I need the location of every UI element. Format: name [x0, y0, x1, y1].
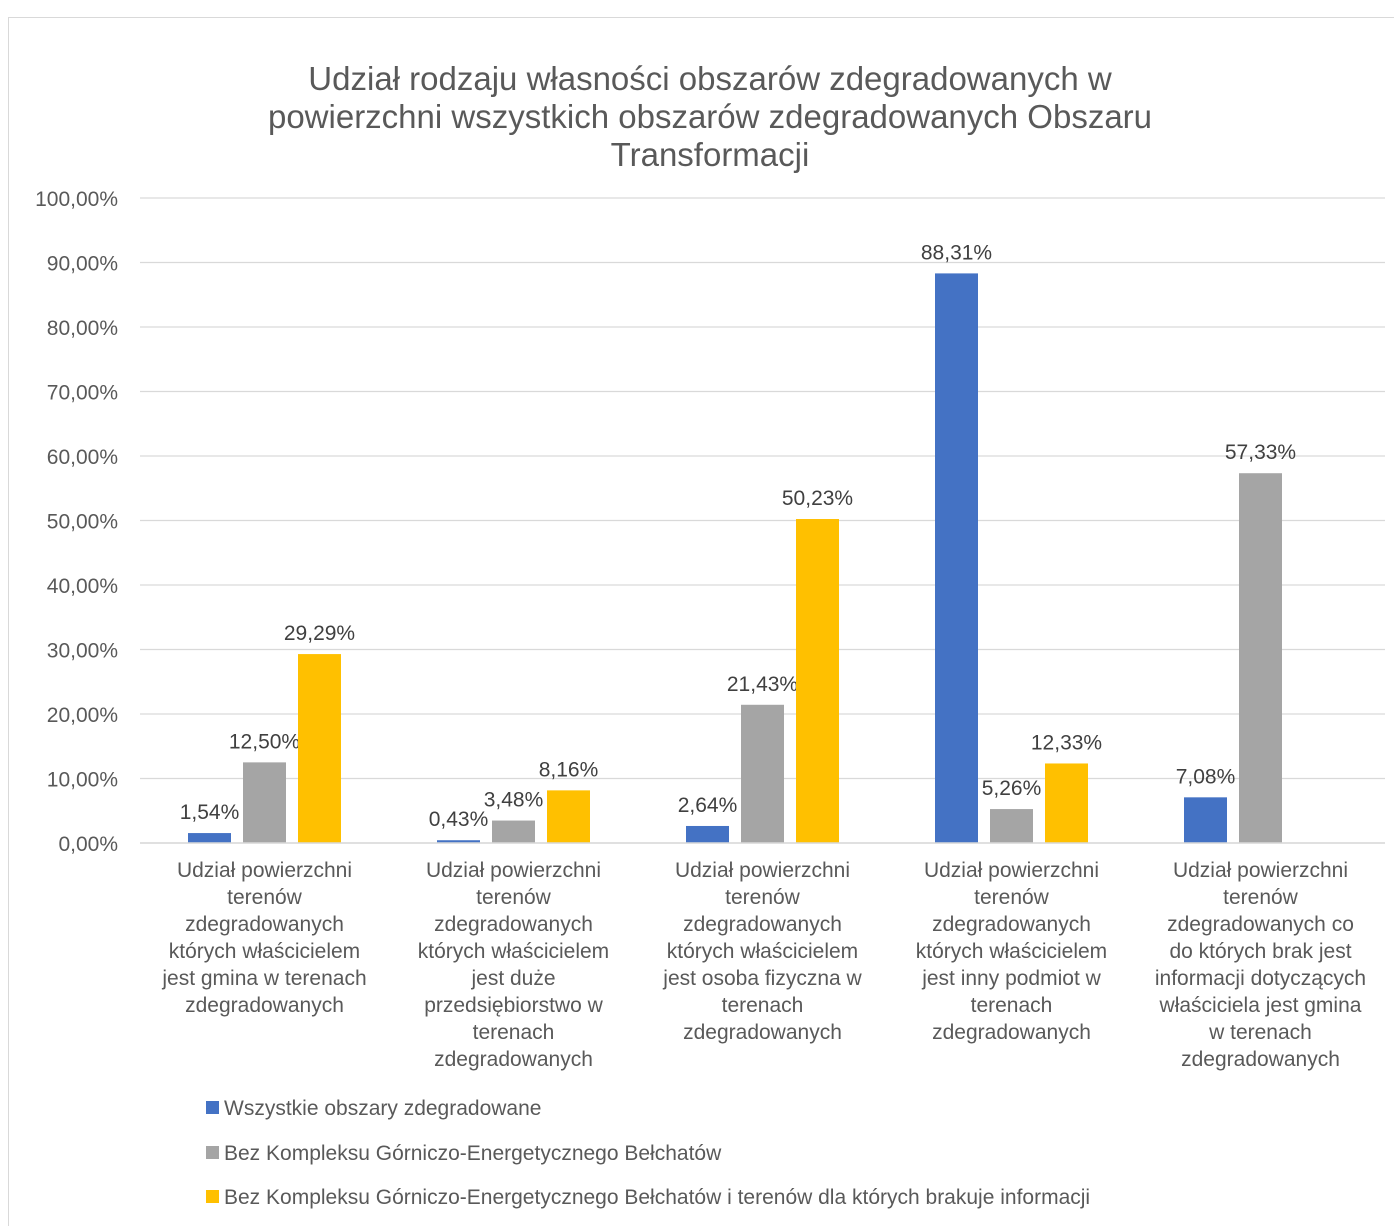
data-label: 0,43%	[429, 808, 489, 831]
category-label-line: zdegradowanych	[683, 913, 842, 936]
data-label: 8,16%	[539, 758, 599, 781]
bar	[990, 809, 1033, 843]
data-label: 57,33%	[1225, 441, 1296, 464]
category-label-line: terenów	[1223, 886, 1299, 909]
legend-label: Wszystkie obszary zdegradowane	[224, 1097, 541, 1120]
category-label-line: przedsiębiorstwo w	[424, 994, 603, 1017]
category-label-line: zdegradowanych	[683, 1021, 842, 1044]
category-label-line: zdegradowanych	[185, 913, 344, 936]
bar	[243, 762, 286, 843]
category-label-line: Udział powierzchni	[675, 859, 850, 882]
y-tick-label: 60,00%	[47, 446, 118, 469]
bar	[188, 833, 231, 843]
data-label: 2,64%	[678, 794, 738, 817]
data-label: 5,26%	[982, 777, 1042, 800]
category-label-line: jest inny podmiot w	[921, 967, 1101, 990]
category-label-line: zdegradowanych	[932, 1021, 1091, 1044]
bar	[796, 519, 839, 843]
category-label-line: terenów	[725, 886, 801, 909]
category-label-line: terenach	[473, 1021, 555, 1044]
y-tick-label: 20,00%	[47, 704, 118, 727]
chart-title-line: Transformacji	[611, 136, 810, 173]
category-label-line: jest osoba fizyczna w	[662, 967, 862, 990]
legend-swatch	[206, 1190, 219, 1203]
y-tick-label: 10,00%	[47, 769, 118, 792]
category-label-line: właściciela jest gmina	[1159, 994, 1362, 1017]
legend-swatch	[206, 1101, 219, 1114]
legend-label: Bez Kompleksu Górniczo-Energetycznego Be…	[224, 1142, 722, 1165]
bar	[935, 273, 978, 843]
category-label-line: których właścicielem	[169, 940, 360, 963]
y-tick-label: 100,00%	[35, 188, 118, 211]
data-label: 7,08%	[1176, 765, 1236, 788]
bar	[686, 825, 729, 843]
category-label-line: Udział powierzchni	[426, 859, 601, 882]
data-label: 1,54%	[180, 801, 240, 824]
category-label-line: terenach	[722, 994, 804, 1017]
category-label-line: zdegradowanych	[185, 994, 344, 1017]
data-label: 50,23%	[782, 487, 853, 510]
category-label-line: terenów	[974, 886, 1050, 909]
category-label-line: których właścicielem	[418, 940, 609, 963]
legend-label: Bez Kompleksu Górniczo-Energetycznego Be…	[224, 1186, 1090, 1209]
y-tick-label: 40,00%	[47, 575, 118, 598]
bar	[547, 790, 590, 843]
category-label-line: terenach	[971, 994, 1053, 1017]
category-label-line: do których brak jest	[1169, 940, 1351, 963]
data-label: 3,48%	[484, 789, 544, 812]
data-label: 88,31%	[921, 241, 992, 264]
category-label-line: w terenach	[1208, 1021, 1312, 1044]
category-label-line: Udział powierzchni	[924, 859, 1099, 882]
category-label-line: zdegradowanych	[1181, 1048, 1340, 1071]
bar	[298, 654, 341, 843]
chart-frame	[8, 17, 1394, 1226]
category-label-line: jest gmina w terenach	[161, 967, 366, 990]
category-label-line: jest duże	[470, 967, 555, 990]
y-tick-label: 70,00%	[47, 382, 118, 405]
category-label-line: których właścicielem	[667, 940, 858, 963]
y-tick-label: 50,00%	[47, 511, 118, 534]
legend-swatch	[206, 1146, 219, 1159]
category-label-line: zdegradowanych	[434, 1048, 593, 1071]
data-label: 12,33%	[1031, 731, 1102, 754]
chart-title-line: powierzchni wszystkich obszarów zdegrado…	[268, 98, 1152, 135]
y-tick-label: 90,00%	[47, 253, 118, 276]
category-label-line: terenów	[476, 886, 552, 909]
category-label-line: zdegradowanych	[434, 913, 593, 936]
category-label-line: Udział powierzchni	[177, 859, 352, 882]
category-label-line: których właścicielem	[916, 940, 1107, 963]
data-label: 12,50%	[229, 730, 300, 753]
y-tick-label: 30,00%	[47, 640, 118, 663]
category-label-line: informacji dotyczących	[1155, 967, 1366, 990]
chart-title-line: Udział rodzaju własności obszarów zdegra…	[308, 60, 1112, 97]
category-label-line: terenów	[227, 886, 303, 909]
bar	[1045, 763, 1088, 843]
bar	[1239, 473, 1282, 843]
bar	[492, 820, 535, 843]
y-tick-label: 80,00%	[47, 317, 118, 340]
category-label-line: zdegradowanych co	[1167, 913, 1354, 936]
category-label-line: Udział powierzchni	[1173, 859, 1348, 882]
category-label-line: zdegradowanych	[932, 913, 1091, 936]
bar	[437, 840, 480, 843]
data-label: 21,43%	[727, 673, 798, 696]
data-label: 29,29%	[284, 622, 355, 645]
bar	[741, 704, 784, 843]
bar	[1184, 797, 1227, 843]
y-tick-label: 0,00%	[58, 833, 118, 856]
